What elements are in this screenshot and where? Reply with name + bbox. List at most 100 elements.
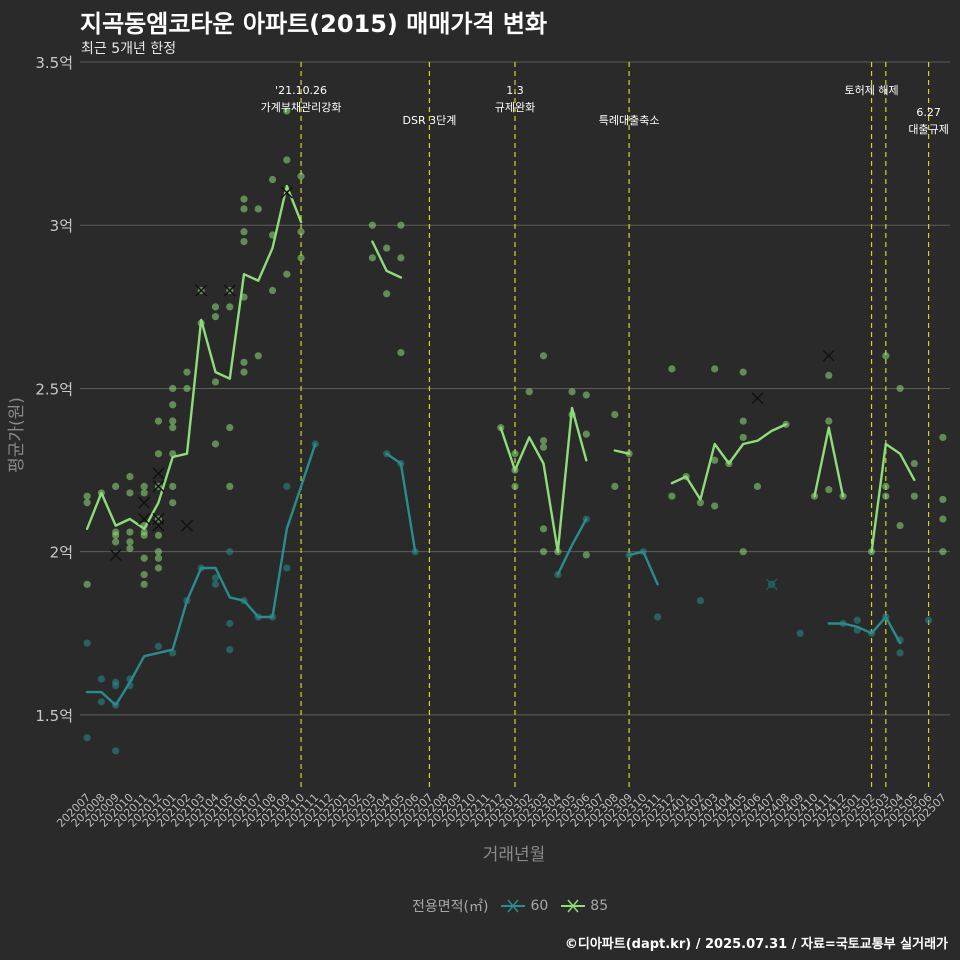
event-label: '21.10.26 (275, 84, 327, 97)
data-point-60 (839, 619, 847, 628)
data-point-85 (240, 368, 248, 376)
data-point-60 (154, 642, 163, 650)
data-point-85 (226, 303, 234, 311)
data-point-85 (397, 254, 405, 262)
data-point-85 (582, 551, 590, 559)
data-point-85 (112, 538, 120, 546)
data-point-85 (739, 368, 747, 376)
cross-marker-85 (152, 467, 165, 480)
data-point-85 (511, 482, 519, 490)
legend-item-85: 85 (560, 898, 608, 914)
data-point-85 (896, 521, 904, 530)
data-point-60 (226, 548, 234, 556)
data-point-85 (169, 384, 177, 393)
data-point-85 (154, 531, 163, 539)
data-point-85 (525, 388, 533, 396)
cross-stroke (138, 496, 151, 509)
event-label: 1.3 (506, 84, 524, 97)
cross-markers (109, 186, 835, 591)
data-point-85 (582, 430, 590, 438)
data-point-85 (910, 492, 918, 500)
data-point-60 (554, 570, 562, 579)
cross-marker-85 (751, 392, 764, 405)
data-point-60 (625, 551, 633, 559)
data-point-85 (839, 492, 847, 500)
y-tick-label: 1.5억 (35, 707, 73, 725)
data-points (83, 107, 947, 755)
data-point-60 (283, 564, 291, 572)
series-line-60 (87, 444, 929, 705)
data-point-85 (140, 489, 148, 497)
data-point-60 (796, 629, 804, 637)
data-point-85 (283, 107, 291, 115)
data-point-85 (268, 231, 277, 239)
data-point-85 (825, 371, 833, 379)
data-point-85 (397, 348, 405, 357)
data-point-60 (97, 675, 105, 683)
data-point-85 (582, 391, 590, 399)
data-point-85 (140, 580, 148, 588)
cross-stroke (109, 548, 122, 561)
data-point-60 (639, 548, 647, 556)
legend-title: 전용면적(㎡) (412, 899, 489, 915)
legend-label-85: 85 (590, 898, 609, 914)
data-point-85 (254, 352, 262, 360)
event-label: 토허제 해제 (845, 83, 899, 97)
data-point-85 (554, 548, 562, 556)
cross-stroke (180, 519, 193, 532)
data-point-60 (582, 515, 590, 523)
data-point-85 (368, 254, 376, 262)
data-point-85 (539, 443, 548, 451)
data-point-85 (711, 502, 719, 510)
data-point-85 (739, 433, 747, 442)
event-label: 규제완화 (495, 101, 535, 114)
cross-marker-85 (822, 349, 835, 362)
data-point-85 (154, 417, 163, 425)
chart-subtitle: 최근 5개년 한정 (81, 41, 177, 57)
event-label: 6.27 (916, 106, 941, 119)
chart-caption: ©디아파트(dapt.kr) / 2025.07.31 / 자료=국토교통부 실… (564, 937, 948, 952)
data-point-85 (211, 303, 220, 311)
data-point-60 (268, 613, 277, 621)
axis-labels: 1.5억2억2.5억3억3.5억202007202008202009202010… (35, 54, 949, 830)
data-point-85 (140, 531, 148, 539)
data-point-85 (539, 525, 548, 533)
data-point-60 (83, 639, 91, 647)
data-point-85 (696, 499, 705, 507)
y-tick-label: 3.5억 (35, 54, 73, 72)
data-point-60 (211, 580, 220, 588)
data-point-85 (169, 417, 177, 425)
data-point-85 (383, 290, 391, 298)
data-point-85 (240, 205, 248, 213)
data-point-60 (254, 613, 262, 621)
data-point-85 (211, 440, 220, 448)
cross-stroke (280, 186, 293, 199)
data-point-85 (183, 368, 191, 376)
y-tick-label: 3억 (50, 217, 73, 235)
data-point-60 (925, 616, 933, 624)
cross-stroke (152, 519, 165, 532)
data-point-60 (654, 613, 662, 621)
legend-key-60-icon (501, 899, 526, 913)
data-point-85 (211, 378, 220, 386)
data-point-85 (297, 172, 305, 180)
data-point-85 (939, 495, 947, 504)
data-point-85 (83, 492, 91, 500)
cross-marker-85 (280, 186, 293, 199)
data-point-85 (240, 228, 248, 236)
data-point-85 (939, 433, 947, 442)
cross-marker-85 (109, 548, 122, 561)
data-point-85 (126, 489, 134, 497)
data-point-60 (211, 574, 220, 582)
data-point-85 (753, 482, 762, 490)
x-axis-title: 거래년월 (483, 845, 546, 865)
data-point-85 (140, 554, 148, 562)
event-label: 특례대출축소 (599, 114, 660, 127)
data-point-85 (882, 352, 890, 360)
data-point-85 (739, 548, 747, 556)
cross-stroke (138, 513, 151, 526)
data-point-85 (882, 482, 890, 490)
data-point-85 (283, 270, 291, 278)
legend-label-60: 60 (530, 898, 549, 914)
